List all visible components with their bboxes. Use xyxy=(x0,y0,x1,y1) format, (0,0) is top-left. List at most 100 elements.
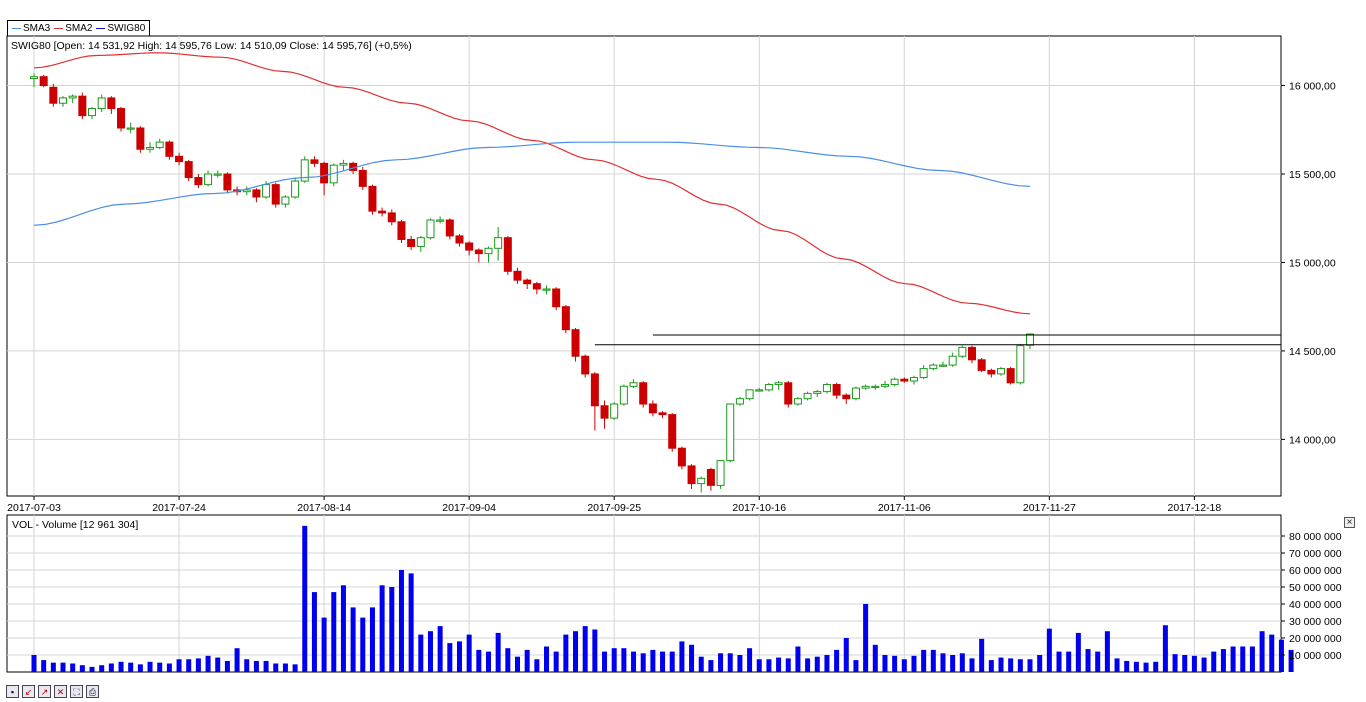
candle[interactable] xyxy=(532,281,541,295)
candle[interactable] xyxy=(706,467,715,491)
candle[interactable] xyxy=(465,241,474,256)
volume-bar[interactable] xyxy=(244,659,250,672)
volume-bar[interactable] xyxy=(1249,646,1255,673)
volume-bar[interactable] xyxy=(621,648,627,672)
candle[interactable] xyxy=(600,400,609,429)
candle[interactable] xyxy=(107,96,116,114)
candle[interactable] xyxy=(571,327,580,362)
candle[interactable] xyxy=(774,381,783,390)
volume-bar[interactable] xyxy=(195,658,201,672)
volume-bar[interactable] xyxy=(1095,651,1101,672)
volume-bar[interactable] xyxy=(747,648,753,672)
candle[interactable] xyxy=(890,377,899,387)
candle[interactable] xyxy=(426,218,435,240)
candle[interactable] xyxy=(977,358,986,373)
candle[interactable] xyxy=(909,375,918,385)
candle[interactable] xyxy=(271,182,280,208)
volume-bar[interactable] xyxy=(485,651,491,672)
volume-bar[interactable] xyxy=(1143,662,1149,672)
candle[interactable] xyxy=(88,106,97,120)
volume-bar[interactable] xyxy=(50,662,56,672)
candle[interactable] xyxy=(39,74,48,88)
candle[interactable] xyxy=(194,174,203,189)
candle[interactable] xyxy=(252,188,261,203)
volume-bar[interactable] xyxy=(650,649,656,672)
volume-bar[interactable] xyxy=(234,648,240,672)
volume-bar[interactable] xyxy=(1066,651,1072,672)
volume-bar[interactable] xyxy=(756,659,762,672)
volume-bar[interactable] xyxy=(602,651,608,672)
candle[interactable] xyxy=(445,218,454,240)
candle[interactable] xyxy=(310,156,319,167)
candle[interactable] xyxy=(223,172,232,194)
volume-bar[interactable] xyxy=(215,657,221,672)
volume-bar[interactable] xyxy=(186,659,192,672)
volume-bar[interactable] xyxy=(882,655,888,672)
volume-bar[interactable] xyxy=(708,660,714,672)
volume-bar[interactable] xyxy=(950,655,956,672)
volume-bar[interactable] xyxy=(128,662,134,672)
volume-bar[interactable] xyxy=(727,653,733,672)
candle[interactable] xyxy=(68,94,77,104)
candle[interactable] xyxy=(474,248,483,263)
volume-bar[interactable] xyxy=(921,649,927,672)
candle[interactable] xyxy=(919,365,928,380)
candle[interactable] xyxy=(455,234,464,247)
candle[interactable] xyxy=(175,152,184,166)
candle[interactable] xyxy=(842,393,851,404)
price-chart[interactable]: 14 000,00 14 500,00 15 000,00 15 500,00 16 0… xyxy=(0,0,1366,512)
volume-bar[interactable] xyxy=(108,663,114,673)
volume-bar[interactable] xyxy=(1191,655,1197,672)
volume-bar[interactable] xyxy=(311,592,317,672)
volume-bar[interactable] xyxy=(940,653,946,672)
volume-bar[interactable] xyxy=(31,655,37,672)
volume-bar[interactable] xyxy=(1230,646,1236,673)
volume-bar[interactable] xyxy=(611,648,617,672)
candle[interactable] xyxy=(581,354,590,378)
candle[interactable] xyxy=(716,460,725,489)
candle[interactable] xyxy=(938,361,947,367)
candle[interactable] xyxy=(803,391,812,401)
volume-bar[interactable] xyxy=(70,663,76,673)
candle[interactable] xyxy=(948,352,957,367)
candle[interactable] xyxy=(1026,333,1035,350)
volume-bar[interactable] xyxy=(224,660,230,672)
volume-bar[interactable] xyxy=(640,653,646,672)
volume-bar[interactable] xyxy=(427,631,433,672)
candle[interactable] xyxy=(1006,366,1015,385)
volume-bar[interactable] xyxy=(1172,654,1178,672)
volume-bar[interactable] xyxy=(1017,659,1023,672)
volume-bar[interactable] xyxy=(1056,651,1062,672)
volume-bar[interactable] xyxy=(1046,628,1052,672)
volume-bar[interactable] xyxy=(1075,632,1081,672)
volume-bar[interactable] xyxy=(553,651,559,672)
volume-bar[interactable] xyxy=(1269,634,1275,672)
candle[interactable] xyxy=(291,177,300,199)
volume-bar[interactable] xyxy=(253,660,259,672)
candle[interactable] xyxy=(590,372,599,431)
candle[interactable] xyxy=(726,403,735,463)
candle[interactable] xyxy=(300,156,309,183)
volume-bar[interactable] xyxy=(379,585,385,672)
volume-bar[interactable] xyxy=(872,644,878,672)
volume-bar[interactable] xyxy=(834,649,840,672)
candle[interactable] xyxy=(358,166,367,190)
volume-bar[interactable] xyxy=(853,660,859,672)
candle[interactable] xyxy=(658,411,667,419)
volume-bar[interactable] xyxy=(321,617,327,672)
volume-bar[interactable] xyxy=(669,651,675,672)
volume-bar[interactable] xyxy=(737,655,743,672)
candle[interactable] xyxy=(610,402,619,420)
candle[interactable] xyxy=(204,170,213,187)
volume-bar[interactable] xyxy=(814,656,820,672)
volume-bar[interactable] xyxy=(1124,660,1130,672)
volume-bar[interactable] xyxy=(795,646,801,673)
candle[interactable] xyxy=(967,345,976,364)
candle[interactable] xyxy=(397,220,406,243)
candle[interactable] xyxy=(900,377,909,383)
volume-bar[interactable] xyxy=(582,626,588,672)
volume-bar[interactable] xyxy=(157,662,163,672)
volume-bar[interactable] xyxy=(573,631,579,672)
candle[interactable] xyxy=(126,122,135,134)
volume-bar[interactable] xyxy=(1008,658,1014,672)
